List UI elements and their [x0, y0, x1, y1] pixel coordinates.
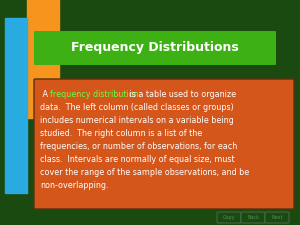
Text: frequency distribution: frequency distribution [50, 90, 139, 99]
Text: includes numerical intervals on a variable being: includes numerical intervals on a variab… [40, 116, 234, 125]
Text: frequencies, or number of observations, for each: frequencies, or number of observations, … [40, 142, 237, 151]
FancyBboxPatch shape [265, 212, 289, 223]
Text: Copy: Copy [223, 215, 235, 220]
Text: Frequency Distributions: Frequency Distributions [71, 41, 239, 54]
Bar [5, 18, 27, 193]
FancyBboxPatch shape [217, 212, 241, 223]
Text: is a table used to organize: is a table used to organize [127, 90, 236, 99]
Text: studied.  The right column is a list of the: studied. The right column is a list of t… [40, 129, 202, 138]
FancyBboxPatch shape [34, 31, 276, 65]
FancyBboxPatch shape [241, 212, 265, 223]
Bar [27, 0, 59, 118]
FancyBboxPatch shape [34, 79, 294, 209]
Text: data.  The left column (called classes or groups): data. The left column (called classes or… [40, 103, 234, 112]
Text: cover the range of the sample observations, and be: cover the range of the sample observatio… [40, 168, 249, 177]
Text: non-overlapping.: non-overlapping. [40, 181, 109, 190]
Text: Back: Back [247, 215, 259, 220]
Text: A: A [40, 90, 50, 99]
Text: class.  Intervals are normally of equal size, must: class. Intervals are normally of equal s… [40, 155, 235, 164]
Text: Next: Next [271, 215, 283, 220]
